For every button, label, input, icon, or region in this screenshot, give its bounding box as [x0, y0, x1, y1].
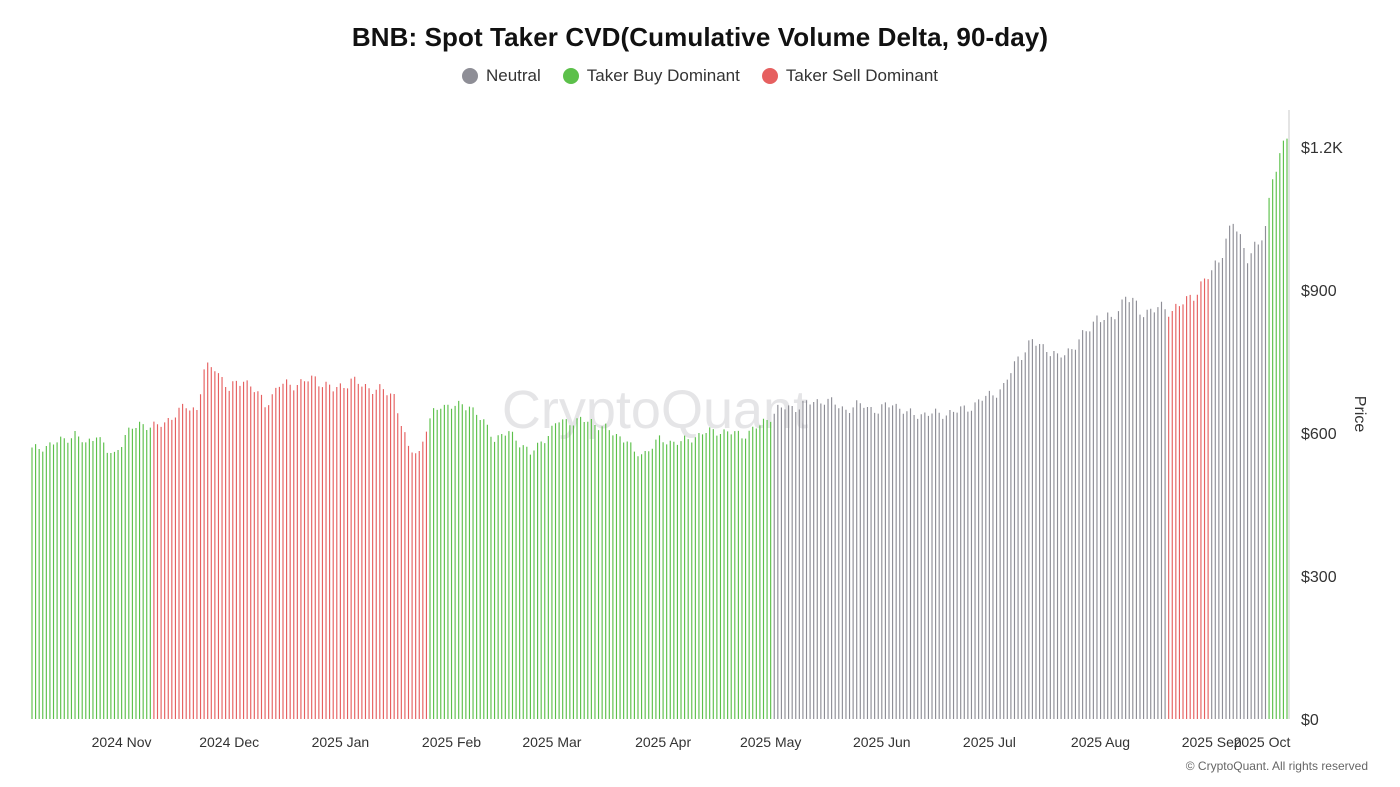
x-tick-label: 2025 Apr — [635, 734, 691, 750]
legend-label-taker-buy-dominant: Taker Buy Dominant — [586, 66, 740, 85]
y-tick-label: $600 — [1301, 426, 1337, 443]
x-tick-label: 2025 Aug — [1071, 734, 1130, 750]
y-axis-title: Price — [1351, 396, 1368, 433]
x-tick-label: 2025 Jul — [963, 734, 1016, 750]
chart-title: BNB: Spot Taker CVD(Cumulative Volume De… — [351, 22, 1049, 52]
x-tick-label: 2024 Dec — [199, 734, 259, 750]
legend-item-taker-sell-dominant[interactable]: Taker Sell Dominant — [761, 66, 938, 86]
bar-series — [31, 138, 1288, 719]
x-tick-label: 2025 Jun — [853, 734, 911, 750]
legend-label-taker-sell-dominant: Taker Sell Dominant — [785, 66, 938, 85]
x-tick-label: 2025 Sep — [1182, 734, 1242, 750]
taker-sell-swatch-icon — [761, 68, 778, 84]
x-tick-label: 2025 Feb — [422, 734, 481, 750]
legend-label-neutral: Neutral — [485, 66, 541, 85]
legend-item-taker-buy-dominant[interactable]: Taker Buy Dominant — [562, 66, 740, 86]
copyright-footer: © CryptoQuant. All rights reserved — [1185, 759, 1368, 773]
legend-item-neutral[interactable]: Neutral — [461, 66, 541, 86]
taker-buy-swatch-icon — [562, 68, 579, 84]
x-tick-label: 2025 Jan — [312, 734, 370, 750]
x-tick-label: 2024 Nov — [92, 734, 152, 750]
y-tick-label: $0 — [1301, 712, 1319, 729]
y-tick-label: $900 — [1301, 283, 1337, 300]
x-tick-label: 2025 Mar — [522, 734, 581, 750]
y-tick-label: $300 — [1301, 569, 1337, 586]
watermark: CryptoQuant — [502, 380, 808, 440]
x-tick-label: 2025 May — [740, 734, 801, 750]
chart-legend: Neutral Taker Buy Dominant Taker Sell Do… — [0, 66, 1400, 86]
x-tick-label: 2025 Oct — [1234, 734, 1291, 750]
neutral-swatch-icon — [461, 68, 478, 84]
y-tick-label: $1.2K — [1301, 140, 1343, 157]
